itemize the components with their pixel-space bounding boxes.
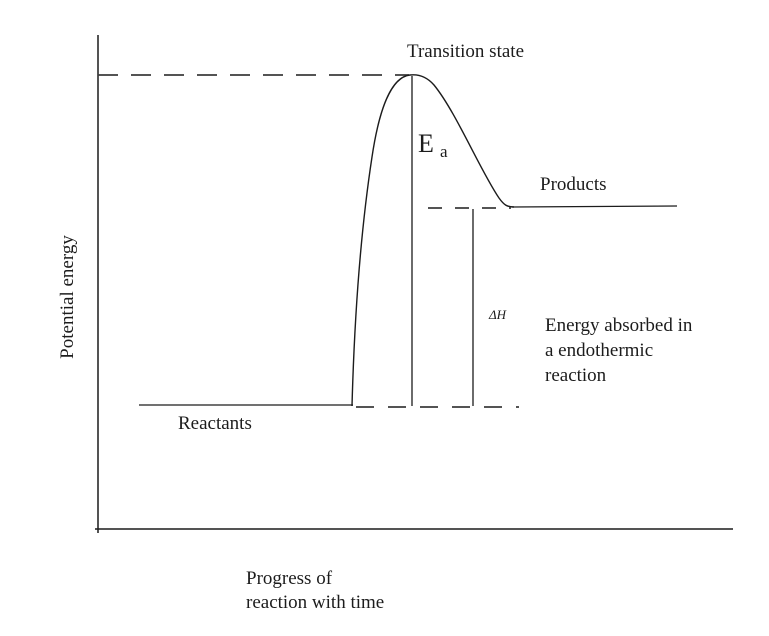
endothermic-note-line-1: Energy absorbed in xyxy=(545,315,693,336)
endothermic-note-line-3: reaction xyxy=(545,365,607,386)
delta-h-label: ΔH xyxy=(488,307,507,322)
products-label: Products xyxy=(540,174,607,195)
endothermic-note-line-2: a endothermic xyxy=(545,340,653,361)
reactants-label: Reactants xyxy=(178,413,252,434)
x-axis-label-line-2: reaction with time xyxy=(246,592,384,613)
products-level-line xyxy=(511,205,678,208)
reaction-energy-curve xyxy=(351,74,515,407)
transition-state-label: Transition state xyxy=(407,41,524,62)
activation-energy-subscript: a xyxy=(440,142,448,161)
activation-energy-symbol: E xyxy=(418,129,434,158)
x-axis-label-line-1: Progress of xyxy=(246,568,333,589)
y-axis-label: Potential energy xyxy=(57,235,78,359)
